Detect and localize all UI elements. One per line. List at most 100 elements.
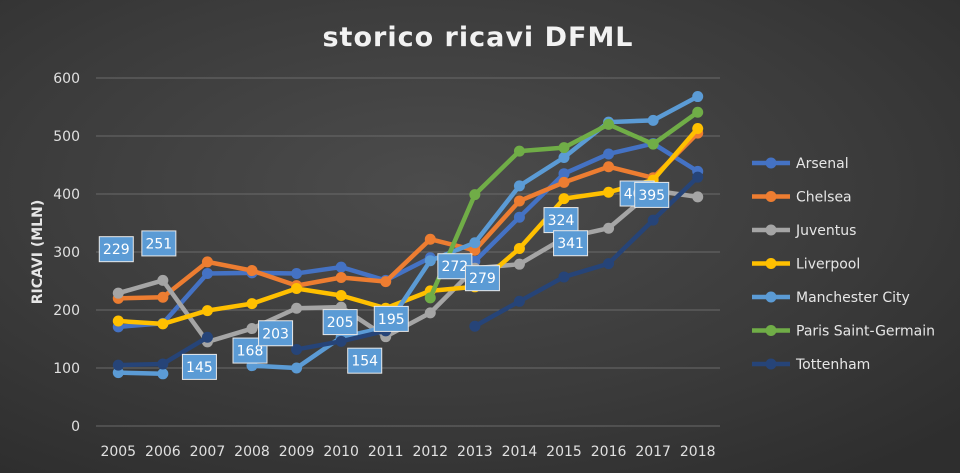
- data-point: [291, 283, 303, 295]
- data-point: [513, 195, 525, 207]
- data-point: [157, 368, 169, 380]
- data-point: [201, 305, 213, 317]
- series-line: [472, 174, 700, 329]
- data-point: [112, 367, 124, 379]
- series-line: [116, 126, 700, 327]
- x-tick-label: 2013: [457, 444, 493, 460]
- data-point: [603, 148, 615, 160]
- data-point: [246, 265, 258, 277]
- series-tottenham: [112, 171, 704, 371]
- data-point: [424, 292, 436, 304]
- x-tick-label: 2005: [100, 444, 136, 460]
- data-point: [335, 272, 347, 284]
- data-label: 195: [378, 312, 405, 328]
- data-label: 203: [262, 326, 289, 342]
- x-tick-label: 2018: [680, 444, 716, 460]
- data-point: [647, 214, 659, 226]
- data-label-box: [322, 309, 358, 336]
- legend-item: Manchester City: [752, 290, 910, 306]
- y-tick-label: 200: [53, 303, 80, 319]
- data-point: [558, 151, 570, 163]
- x-tick-label: 2016: [591, 444, 627, 460]
- data-label-box: [464, 265, 500, 292]
- series-line: [116, 141, 700, 330]
- legend-swatch-point: [765, 191, 777, 202]
- data-point: [692, 106, 704, 118]
- x-tick-label: 2007: [190, 444, 226, 460]
- y-tick-label: 300: [53, 245, 80, 261]
- x-tick-label: 2006: [145, 444, 181, 460]
- data-label: 229: [103, 242, 130, 258]
- data-point: [558, 271, 570, 283]
- data-point: [692, 191, 704, 203]
- data-point: [469, 237, 481, 249]
- x-tick-label: 2014: [502, 444, 538, 460]
- data-point: [558, 168, 570, 180]
- x-tick-label: 2009: [279, 444, 315, 460]
- data-point: [513, 180, 525, 192]
- legend-label: Liverpool: [796, 257, 860, 273]
- data-point: [112, 287, 124, 299]
- data-label: 279: [469, 271, 496, 287]
- data-point: [603, 118, 615, 130]
- data-point: [246, 298, 258, 310]
- data-point: [513, 243, 525, 255]
- data-label: 205: [327, 315, 354, 331]
- legend-swatch-point: [765, 258, 777, 269]
- legend-label: Manchester City: [796, 290, 910, 306]
- data-point: [558, 142, 570, 154]
- data-point: [335, 290, 347, 301]
- chart-title: storico ricavi DFML: [322, 22, 633, 53]
- data-labels: 2292511451682032051541952722793243414063…: [98, 180, 670, 380]
- data-point: [424, 307, 436, 319]
- data-label-box: [634, 181, 670, 208]
- legend-swatch-point: [765, 157, 777, 169]
- series-paris-saint-germain: [424, 106, 704, 304]
- data-label-box: [347, 347, 383, 374]
- data-point: [603, 161, 615, 173]
- data-label-box: [98, 236, 134, 263]
- legend-item: Paris Saint-Germain: [752, 324, 935, 340]
- legend-label: Chelsea: [796, 190, 852, 206]
- x-tick-label: 2011: [368, 444, 404, 460]
- x-tick-label: 2015: [546, 444, 582, 460]
- data-point: [692, 171, 704, 183]
- data-point: [291, 343, 303, 355]
- legend-label: Paris Saint-Germain: [796, 324, 935, 340]
- data-label-box: [553, 230, 589, 257]
- data-point: [513, 295, 525, 307]
- data-point: [201, 267, 213, 279]
- legend-item: Juventus: [752, 223, 856, 239]
- x-tick-label: 2017: [635, 444, 671, 460]
- legend-item: Chelsea: [752, 190, 852, 206]
- legend: Arsenal Chelsea Juventus Liverpool Mancheste…: [752, 156, 935, 373]
- data-point: [647, 138, 659, 150]
- data-point: [513, 145, 525, 157]
- data-label: 272: [441, 259, 468, 275]
- legend-swatch-point: [765, 291, 777, 303]
- legend-swatch-point: [765, 224, 777, 236]
- y-tick-label: 400: [53, 187, 80, 203]
- data-label: 168: [237, 344, 264, 360]
- data-point: [469, 189, 481, 201]
- legend-swatch-point: [765, 358, 777, 370]
- data-point: [558, 193, 570, 205]
- data-point: [513, 211, 525, 223]
- data-point: [291, 302, 303, 314]
- data-point: [291, 267, 303, 279]
- y-tick-label: 0: [71, 419, 80, 435]
- data-point: [157, 358, 169, 370]
- legend-label: Juventus: [795, 223, 856, 239]
- data-label: 145: [186, 360, 213, 376]
- x-axis-ticks: 2005 2006 2007 2008 2009 2010 2011 2012 2013 2014…: [100, 444, 715, 460]
- data-point: [424, 233, 436, 245]
- data-point: [157, 318, 169, 330]
- x-tick-label: 2012: [412, 444, 448, 460]
- legend-label: Tottenham: [795, 357, 870, 373]
- data-label-box: [373, 305, 409, 332]
- data-label-box: [141, 230, 177, 257]
- data-point: [558, 176, 570, 188]
- series-liverpool: [112, 122, 704, 330]
- data-point: [201, 256, 213, 268]
